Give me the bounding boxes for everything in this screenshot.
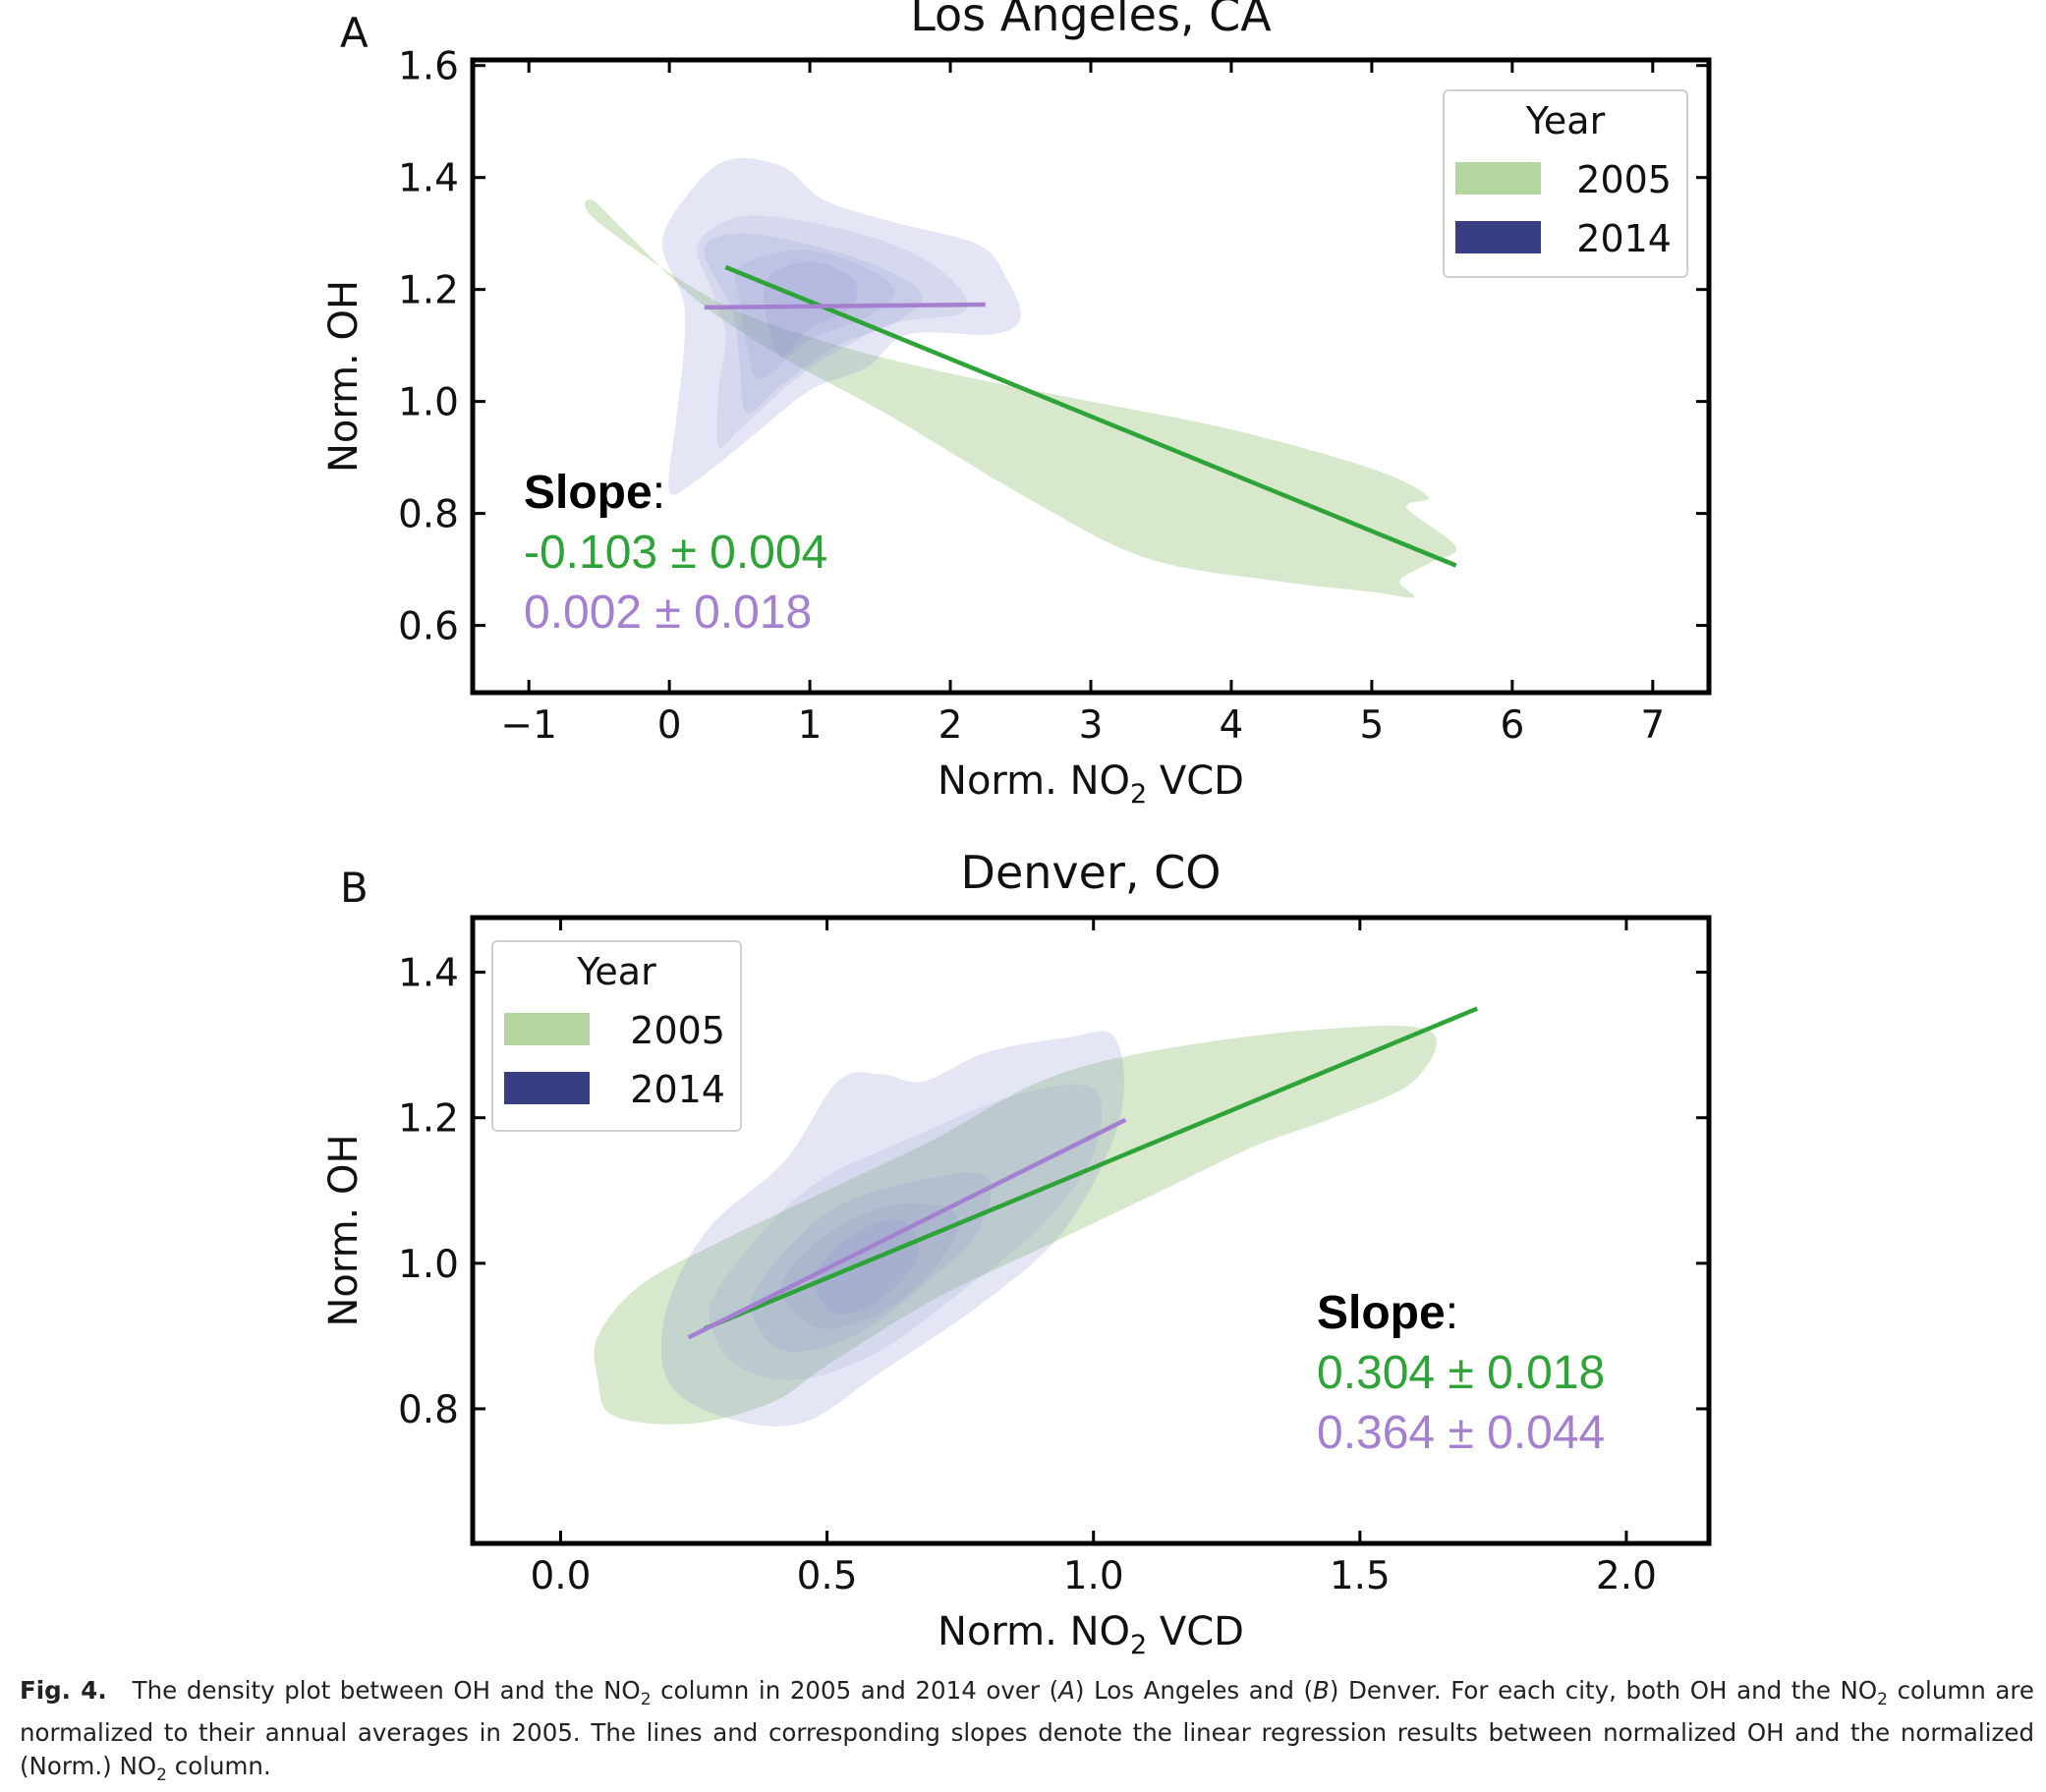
y-tick-label: 1.4 (398, 952, 459, 996)
legend-label-2005: 2005 (630, 1009, 725, 1052)
legend-swatch-2014 (1455, 221, 1541, 253)
chart-title: Los Angeles, CA (910, 0, 1272, 41)
legend-title: Year (576, 950, 656, 993)
density-2005 (585, 198, 1457, 598)
regression-line-2014 (704, 302, 986, 310)
y-tick-label: 1.2 (398, 1097, 459, 1142)
slope-heading-word: Slope (1317, 1287, 1446, 1339)
panel-label: B (340, 864, 369, 912)
caption-text-5: column are normalized to their annual av… (20, 1676, 2034, 1780)
density-2005 (594, 1026, 1437, 1425)
caption-panel-b: B (1313, 1676, 1330, 1705)
caption-text-4: ) Denver. For each city, both OH and the… (1329, 1676, 1878, 1705)
plot-body (585, 158, 1457, 598)
density-2014-level-1 (662, 158, 1021, 495)
x-axis-label-suffix: VCD (1147, 1609, 1244, 1654)
x-axis-label-sub: 2 (1130, 779, 1147, 810)
x-tick-label: 2.0 (1596, 1554, 1657, 1598)
x-tick-label: 0.0 (530, 1554, 591, 1598)
slope-heading-colon: : (653, 467, 665, 519)
slope-value-2014: 0.364 ± 0.044 (1317, 1407, 1605, 1459)
y-tick-label: 0.8 (398, 1388, 459, 1432)
x-tick-label: 1.0 (1063, 1554, 1124, 1598)
caption-sub-2: 2 (1877, 1689, 1888, 1709)
legend-swatch-2014 (504, 1072, 590, 1104)
x-tick-label: 7 (1640, 703, 1665, 748)
slope-value-2014: 0.002 ± 0.018 (524, 587, 812, 639)
density-2014-level-3 (704, 233, 923, 414)
x-tick-label: 4 (1220, 703, 1244, 748)
legend-swatch-2005 (1455, 162, 1541, 195)
caption-panel-a: A (1058, 1676, 1075, 1705)
x-tick-label: 3 (1079, 703, 1104, 748)
y-tick-label: 0.6 (398, 605, 459, 649)
x-axis-label-sub: 2 (1130, 1630, 1147, 1660)
x-tick-label: 1.5 (1330, 1554, 1391, 1598)
regression-line-2005 (724, 264, 1457, 568)
y-tick-label: 1.2 (398, 269, 459, 313)
y-tick-label: 0.8 (398, 493, 459, 537)
slope-value-2005: -0.103 ± 0.004 (524, 527, 827, 579)
caption-text-6: column. (166, 1751, 271, 1780)
legend-label-2014: 2014 (1576, 217, 1672, 260)
density-2014-level-5 (812, 1218, 919, 1315)
x-axis-label-suffix: VCD (1147, 758, 1244, 804)
panel-b: 0.0 0.5 1.0 1.5 2.0 0.8 1.0 1.2 1.4 Denver, CO B No… (321, 846, 1712, 1660)
x-axis-label: Norm. NO2 VCD (938, 1609, 1244, 1660)
density-2014-level-4 (781, 1203, 959, 1329)
legend-swatch-2005 (504, 1013, 590, 1045)
caption-text-1: The density plot between OH and the NO (132, 1676, 641, 1705)
slope-heading-colon: : (1446, 1287, 1458, 1339)
y-tick-label: 1.0 (398, 381, 459, 425)
plot-body (594, 1006, 1478, 1427)
regression-line-2005 (704, 1006, 1478, 1331)
panel-label: A (340, 9, 369, 57)
x-tick-label: 0 (657, 703, 682, 748)
x-tick-label: 5 (1359, 703, 1384, 748)
x-tick-label: 0.5 (797, 1554, 858, 1598)
caption-text-2: column in 2005 and 2014 over ( (651, 1676, 1059, 1705)
legend-label-2014: 2014 (630, 1068, 725, 1111)
slope-heading-word: Slope (524, 467, 653, 519)
chart-title: Denver, CO (961, 846, 1222, 899)
x-tick-label: −1 (500, 703, 557, 748)
x-axis-label-main: Norm. NO (938, 1609, 1130, 1654)
legend-label-2005: 2005 (1576, 158, 1672, 201)
legend-title: Year (1525, 99, 1606, 142)
y-tick-label: 1.0 (398, 1243, 459, 1287)
x-tick-label: 6 (1500, 703, 1524, 748)
plot-frame (470, 915, 1712, 1546)
y-tick-label: 1.6 (398, 45, 459, 89)
density-2014-level-2 (696, 215, 968, 449)
y-tick-label: 1.4 (398, 157, 459, 201)
y-axis-label: Norm. OH (321, 1134, 367, 1326)
slope-value-2005: 0.304 ± 0.018 (1317, 1347, 1605, 1399)
figure-caption: Fig. 4. The density plot between OH and t… (20, 1674, 2034, 1792)
x-tick-label: 1 (798, 703, 823, 748)
regression-line-2014 (687, 1117, 1127, 1340)
slope-heading: Slope: (1317, 1287, 1458, 1339)
density-2014-level-4 (735, 250, 895, 379)
x-axis-label-main: Norm. NO (938, 758, 1130, 804)
x-axis-label: Norm. NO2 VCD (938, 758, 1244, 810)
caption-sub-3: 2 (156, 1764, 167, 1785)
density-2014-level-2 (709, 1084, 1103, 1380)
x-tick-label: 2 (938, 703, 963, 748)
slope-heading: Slope: (524, 467, 665, 519)
caption-text-3: ) Los Angeles and ( (1074, 1676, 1314, 1705)
y-axis-label: Norm. OH (321, 280, 367, 473)
density-2014-level-5 (764, 261, 858, 358)
density-2014-level-1 (660, 1031, 1125, 1427)
caption-sub-1: 2 (640, 1689, 652, 1709)
caption-label: Fig. 4. (20, 1676, 107, 1705)
